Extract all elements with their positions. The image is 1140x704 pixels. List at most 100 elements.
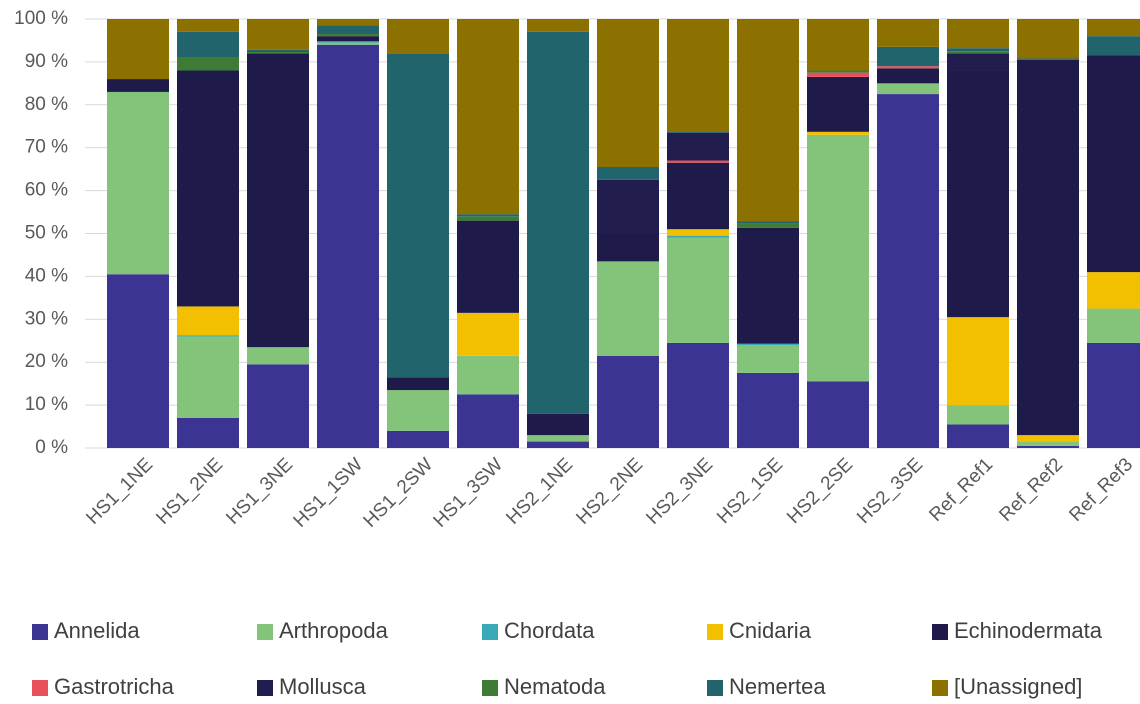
bar-segment <box>527 19 589 32</box>
legend-label: Annelida <box>54 618 140 643</box>
bar-segment <box>877 66 939 69</box>
bar-segment <box>247 364 309 448</box>
bar-segment <box>737 227 799 344</box>
bar-segment <box>737 372 799 448</box>
bar-segment <box>247 347 309 365</box>
x-tick-label: HS1_3NE <box>222 454 297 529</box>
bar-segment <box>317 36 379 42</box>
bar-segment <box>737 223 799 228</box>
bar-segment <box>457 355 519 395</box>
bar-segment <box>107 91 169 275</box>
bar-segment <box>597 179 659 234</box>
bar-segment <box>387 430 449 448</box>
bar-segment <box>1017 59 1079 436</box>
bar-segment <box>947 70 1009 318</box>
y-tick-label: 20 % <box>25 351 68 372</box>
bar-segment <box>597 355 659 448</box>
bar-segment <box>177 306 239 336</box>
bar-segment <box>177 57 239 71</box>
legend-label: Chordata <box>504 618 595 643</box>
bar-segment <box>247 19 309 50</box>
legend-label: Echinodermata <box>954 618 1103 643</box>
bar-segment <box>667 162 729 230</box>
x-tick-label: HS1_3SW <box>430 454 508 532</box>
bar-segment <box>317 41 379 43</box>
bar-segment <box>177 70 239 307</box>
x-tick-label: HS2_1NE <box>502 454 577 529</box>
bar-segment <box>387 53 449 378</box>
y-tick-label: 40 % <box>25 265 68 286</box>
bar-segment <box>667 229 729 236</box>
bar-segment <box>247 52 309 54</box>
bar-segment <box>107 274 169 448</box>
bar-segment <box>527 441 589 448</box>
y-tick-label: 30 % <box>25 308 68 329</box>
bar-segment <box>387 390 449 431</box>
legend-label: Gastrotricha <box>54 674 175 699</box>
legend-swatch <box>707 680 723 696</box>
bar-segment <box>317 42 379 45</box>
legend-swatch <box>257 624 273 640</box>
bar-segment <box>807 70 869 73</box>
bar-segment <box>457 19 519 215</box>
bar-segment <box>807 76 869 132</box>
bar-segment <box>737 345 799 373</box>
bar-segment <box>807 72 869 77</box>
y-tick-label: 90 % <box>25 51 68 72</box>
bar-segment <box>947 405 1009 425</box>
bar-segment <box>317 34 379 37</box>
bar-segment <box>457 394 519 448</box>
bar-segment <box>877 46 939 67</box>
bar-segment <box>877 83 939 95</box>
bar-segment <box>1017 19 1079 59</box>
legend-swatch <box>707 624 723 640</box>
bar-segment <box>877 19 939 47</box>
bar-segment <box>737 343 799 346</box>
bar-segment <box>947 424 1009 448</box>
bar-segment <box>247 53 309 348</box>
x-tick-label: Ref_Ref1 <box>925 454 997 526</box>
bar-segment <box>1017 58 1079 60</box>
y-tick-label: 50 % <box>25 223 68 244</box>
y-tick-label: 60 % <box>25 180 68 201</box>
bar-segment <box>177 19 239 32</box>
bar-segment <box>317 25 379 35</box>
bar-segment <box>597 19 659 168</box>
legend-swatch <box>482 624 498 640</box>
legend-swatch <box>482 680 498 696</box>
bar-segment <box>457 312 519 356</box>
x-tick-label: HS1_2NE <box>152 454 227 529</box>
bar-segment <box>457 220 519 313</box>
y-tick-label: 100 % <box>14 8 68 29</box>
bar-segment <box>177 31 239 58</box>
legend-swatch <box>257 680 273 696</box>
bar-segment <box>1087 19 1140 37</box>
bar-segment <box>947 19 1009 49</box>
x-tick-label: HS2_3NE <box>642 454 717 529</box>
bar-segment <box>527 413 589 436</box>
bar-segment <box>1087 36 1140 56</box>
x-tick-label: HS1_2SW <box>360 454 438 532</box>
x-tick-label: HS2_2NE <box>572 454 647 529</box>
bar-segment <box>527 435 589 442</box>
x-tick-label: HS1_1NE <box>82 454 157 529</box>
bar-segment <box>1017 445 1079 448</box>
bar-segment <box>1017 441 1079 446</box>
y-tick-label: 70 % <box>25 137 68 158</box>
bar-segment <box>247 49 309 53</box>
legend-label: Mollusca <box>279 674 367 699</box>
legend-swatch <box>32 624 48 640</box>
x-tick-label: HS2_1SE <box>713 454 787 528</box>
bar-segment <box>667 131 729 133</box>
bar-segment <box>107 79 169 92</box>
x-tick-label: HS2_2SE <box>783 454 857 528</box>
bar-segment <box>667 160 729 163</box>
bar-segment <box>737 19 799 222</box>
bar-segment <box>737 221 799 224</box>
bar-segment <box>597 167 659 180</box>
bar-segment <box>1087 55 1140 273</box>
bar-segment <box>667 237 729 343</box>
bar-segment <box>177 336 239 418</box>
bar-segment <box>877 68 939 84</box>
